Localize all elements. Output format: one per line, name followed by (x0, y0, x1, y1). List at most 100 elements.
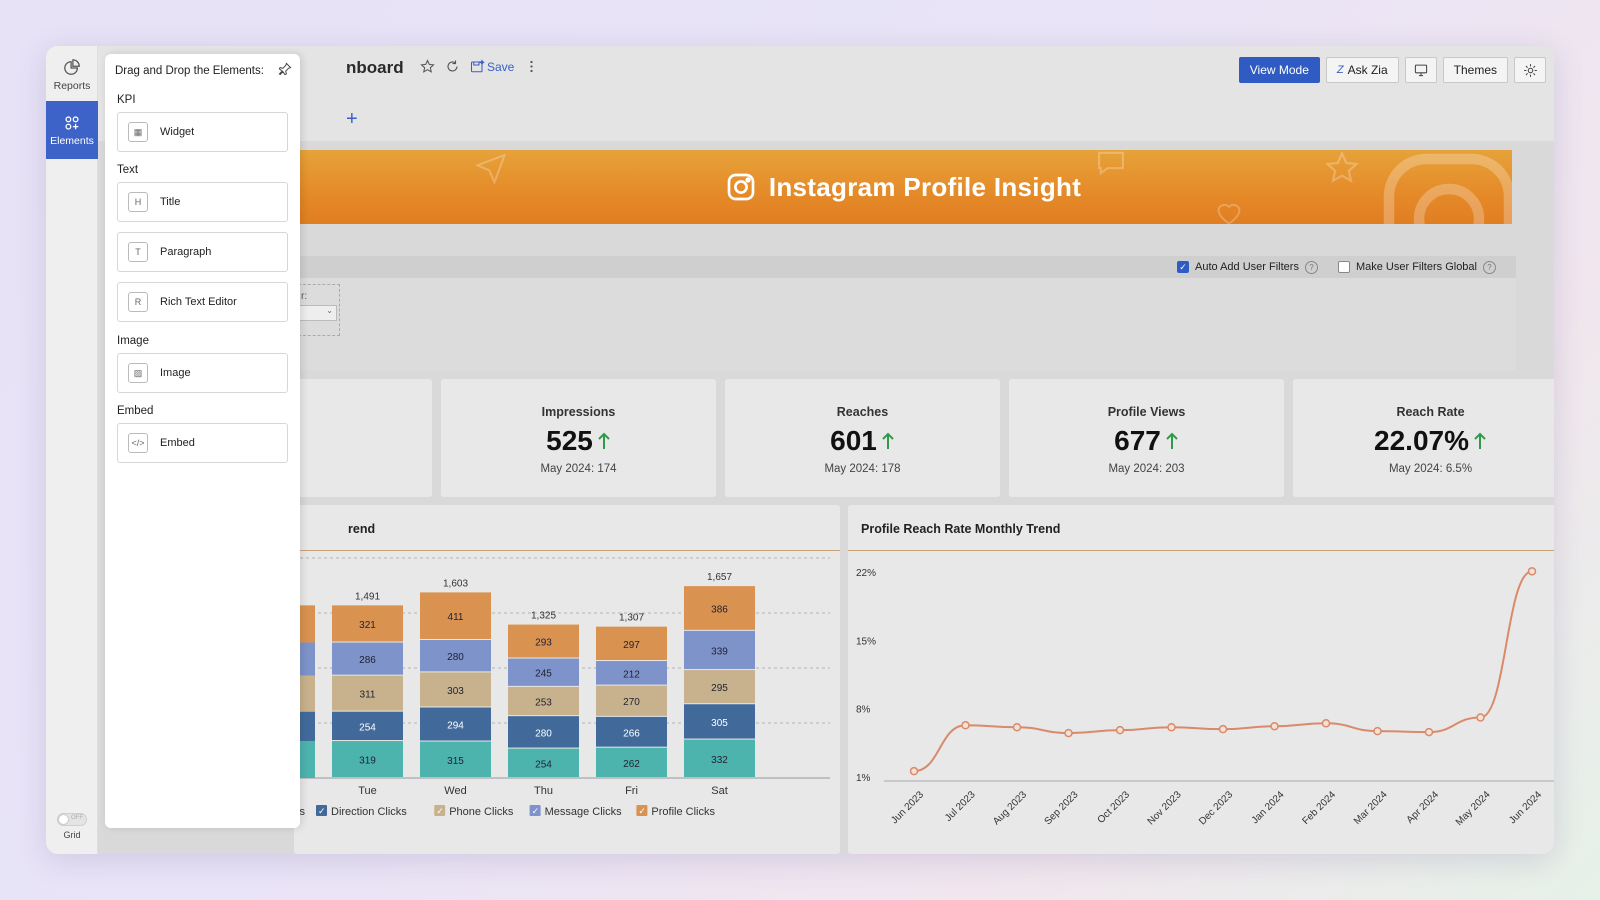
kpi-comparison: May 2024: 178 (824, 463, 901, 475)
auto-add-checkbox[interactable]: ✓ (1177, 261, 1190, 273)
ask-zia-button[interactable]: Z Ask Zia (1325, 57, 1399, 83)
y-tick-label: 8% (856, 705, 871, 716)
image-icon: ▨ (128, 363, 148, 383)
elements-nav-button[interactable]: Elements (46, 101, 98, 159)
kpi-title: Impressions (541, 405, 616, 419)
auto-add-label: Auto Add User Filters (1195, 261, 1299, 273)
bar-value-label: 321 (359, 620, 376, 631)
bar-value-label: 262 (623, 759, 640, 770)
filter-dropdown[interactable]: ⌄ (299, 305, 337, 321)
x-tick-label: Feb 2024 (1300, 789, 1338, 827)
kpi-value: 525 (546, 425, 593, 456)
bar-segment (508, 658, 579, 686)
element-image[interactable]: ▨ Image (117, 353, 288, 393)
global-checkbox[interactable] (1337, 261, 1350, 273)
refresh-icon[interactable] (445, 59, 460, 74)
kpi-card-reaches[interactable]: Reaches 601 May 2024: 178 (725, 379, 1000, 497)
clicks-chart-card[interactable]: rend 319 254 311 286 321 1,491 Tue 315 294 303 280… (294, 505, 840, 854)
bar-segment (508, 624, 579, 658)
element-widget[interactable]: ▦ Widget (117, 112, 288, 152)
bar-segment (508, 748, 579, 777)
bar-segment (332, 741, 403, 777)
kpi-card-partial[interactable] (294, 379, 432, 497)
x-tick-label: May 2024 (1454, 789, 1493, 828)
make-filters-global[interactable]: Make User Filters Global ? (1337, 260, 1496, 274)
kpi-value: 677 (1114, 425, 1161, 456)
add-tab-button[interactable]: + (346, 108, 358, 130)
save-button[interactable]: Save (470, 59, 514, 74)
bar-value-label: 253 (535, 698, 552, 709)
legend-label: Message Clicks (545, 806, 623, 818)
element-rich-text[interactable]: R Rich Text Editor (117, 282, 288, 322)
pin-icon[interactable] (278, 62, 292, 76)
presentation-button[interactable] (1404, 57, 1437, 83)
data-point (909, 766, 919, 776)
section-image: Image (117, 335, 149, 347)
paragraph-icon: T (128, 242, 148, 262)
elements-icon (65, 115, 79, 130)
element-embed[interactable]: </> Embed (117, 423, 288, 463)
series-line (913, 570, 1533, 773)
stacked-bar-chart: 319 254 311 286 321 1,491 Tue 315 294 303 280 411 1,… (294, 557, 830, 818)
data-point (1218, 724, 1228, 734)
kpi-card-profile-views[interactable]: Profile Views 677 May 2024: 203 (1009, 379, 1284, 497)
up-arrow-icon (1474, 432, 1486, 449)
chat-bubble-icon (1098, 151, 1124, 176)
x-tick-label: Nov 2023 (1146, 789, 1184, 827)
bar-total-label: 1,657 (707, 572, 732, 583)
heading-icon: H (128, 192, 148, 212)
filter-widget[interactable]: r: ⌄ (298, 284, 340, 336)
kpi-card-impressions[interactable]: Impressions 525 May 2024: 174 (441, 379, 716, 497)
settings-button[interactable] (1514, 57, 1546, 83)
x-tick-label: Tue (358, 785, 377, 797)
bar-value-label: 293 (535, 638, 552, 649)
user-filter-bar: ✓ Auto Add User Filters ? Make User Filt… (294, 256, 1516, 278)
bar-value-label: 270 (623, 697, 640, 708)
auto-add-user-filters[interactable]: ✓ Auto Add User Filters ? (1177, 260, 1318, 274)
filter-area (294, 278, 1516, 370)
element-paragraph[interactable]: T Paragraph (117, 232, 288, 272)
kpi-title: Profile Views (1107, 405, 1186, 419)
x-tick-label: Apr 2024 (1405, 789, 1442, 826)
bar-segment (332, 605, 403, 642)
chart-legend: ks✓Direction Clicks✓Phone Clicks✓Message… (294, 805, 715, 818)
help-icon[interactable]: ? (1304, 260, 1318, 274)
data-point (1167, 722, 1176, 732)
widget-icon: ▦ (128, 122, 148, 142)
kpi-card-reach-rate[interactable]: Reach Rate 22.07% May 2024: 6.5% (1293, 379, 1554, 497)
dashboard-canvas: nboard Save + View Mode Z Ask Zia (98, 46, 1554, 854)
bar-value-label: 303 (447, 686, 464, 697)
help-icon[interactable]: ? (1483, 260, 1496, 274)
grid-toggle[interactable]: OFF Grid (54, 813, 90, 840)
legend-swatch (316, 805, 327, 816)
reach-rate-chart-card[interactable]: Profile Reach Rate Monthly Trend 22% 15% 8… (848, 505, 1554, 854)
chart-title: rend (348, 522, 376, 536)
bar-value-label: 305 (711, 718, 728, 729)
zia-icon: Z (1336, 64, 1344, 76)
section-kpi: KPI (117, 94, 136, 106)
bar-total-label: 1,603 (443, 578, 468, 589)
x-tick-label: Wed (444, 785, 466, 797)
reports-nav-button[interactable]: Reports (46, 46, 98, 104)
kpi-title: Reach Rate (1396, 405, 1465, 419)
themes-button[interactable]: Themes (1442, 57, 1508, 83)
x-tick-label: Jun 2024 (1507, 789, 1544, 826)
bar-value-label: 280 (447, 652, 464, 663)
x-tick-label: Thu (534, 785, 553, 797)
bar-segment (684, 704, 755, 739)
bar-segment (420, 741, 491, 777)
global-label: Make User Filters Global (1355, 261, 1477, 273)
legend-check: ✓ (532, 806, 540, 816)
monitor-icon (1414, 64, 1427, 77)
star-icon[interactable] (420, 59, 435, 74)
element-title[interactable]: H Title (117, 182, 288, 222)
grid-toggle-switch[interactable]: OFF (57, 813, 87, 826)
view-mode-button[interactable]: View Mode (1238, 57, 1320, 83)
y-tick-label: 22% (856, 568, 876, 579)
bar-segment (684, 630, 755, 670)
x-tick-label: Jul 2023 (943, 789, 978, 824)
app-window: Reports Elements OFF Grid nboard Save + (46, 46, 1554, 854)
bar-segment (684, 670, 755, 704)
more-options-icon[interactable] (524, 59, 539, 74)
data-point (961, 721, 970, 730)
